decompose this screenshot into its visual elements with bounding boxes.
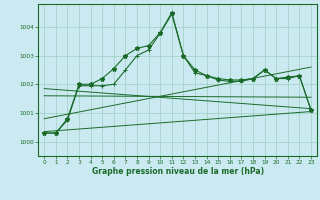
X-axis label: Graphe pression niveau de la mer (hPa): Graphe pression niveau de la mer (hPa)	[92, 167, 264, 176]
